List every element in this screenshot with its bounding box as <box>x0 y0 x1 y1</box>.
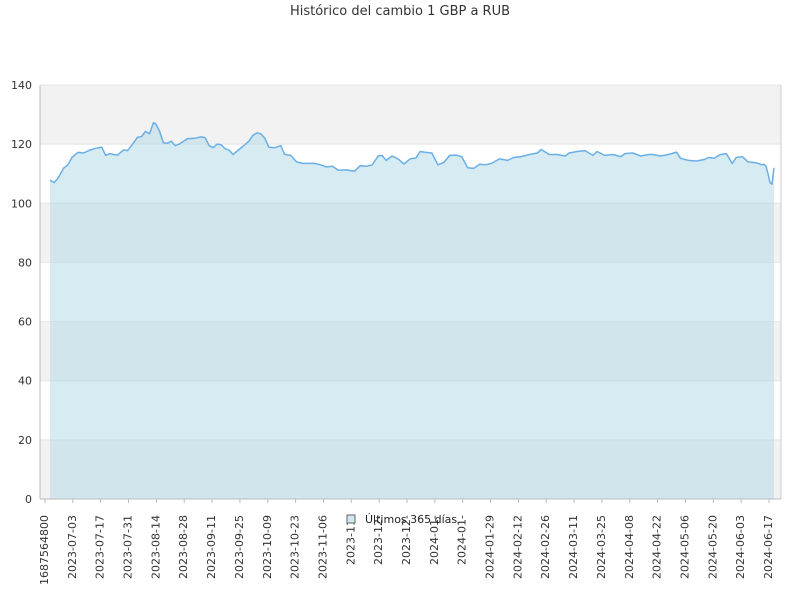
x-tick-label: 2023-07-17 <box>94 515 107 579</box>
legend[interactable]: Últimos 365 días <box>346 513 457 526</box>
y-tick-label: 80 <box>18 256 32 269</box>
series-area <box>50 122 774 500</box>
x-tick-label: 2023-11- <box>344 515 357 565</box>
x-tick-label: 1687564800 <box>38 515 51 585</box>
legend-swatch[interactable] <box>346 514 356 524</box>
x-tick-label: 2023-10-23 <box>289 515 302 579</box>
x-tick-label: 2024-06-17 <box>762 515 775 579</box>
y-tick-label: 140 <box>11 79 32 92</box>
x-tick-label: 2024-05-20 <box>706 515 719 579</box>
y-tick-label: 120 <box>11 138 32 151</box>
x-tick-label: 2023-11-06 <box>316 515 329 579</box>
x-tick-label: 2024-04-22 <box>651 515 664 579</box>
series-line <box>49 122 775 185</box>
x-axis-ticks: 1687564800 2023-07-03 2023-07-17 2023-07-31… <box>38 499 775 585</box>
x-tick-label: 2023-10-09 <box>261 515 274 579</box>
y-tick-label: 40 <box>18 375 32 388</box>
y-tick-label: 60 <box>18 316 32 329</box>
x-tick-label: 2023-12- <box>400 515 413 565</box>
x-tick-label: 2023-07-31 <box>122 515 135 579</box>
x-tick-label: 2024-01- <box>456 515 469 565</box>
y-tick-label: 0 <box>25 493 32 506</box>
x-tick-label: 2024-03-25 <box>595 515 608 579</box>
series-layer <box>49 122 775 500</box>
x-tick-label: 2023-07-03 <box>66 515 79 579</box>
y-tick-label: 20 <box>18 434 32 447</box>
x-tick-label: 2023-09-25 <box>233 515 246 579</box>
x-tick-label: 2024-03-11 <box>567 515 580 579</box>
x-tick-label: 2024-01-29 <box>484 515 497 579</box>
legend-label[interactable]: Últimos 365 días <box>365 513 457 526</box>
x-tick-label: 2024-02-12 <box>511 515 524 579</box>
y-tick-label: 100 <box>11 197 32 210</box>
x-tick-label: 2024-04-08 <box>623 515 636 579</box>
x-tick-label: 2024-02-26 <box>539 515 552 579</box>
x-tick-label: 2023-08-14 <box>149 515 162 579</box>
y-axis-ticks: 0 20 40 60 80 100 120 140 <box>11 79 32 506</box>
plot-band <box>40 85 781 145</box>
x-tick-label: 2024-01- <box>428 515 441 565</box>
x-tick-label: 2023-12- <box>372 515 385 565</box>
x-tick-label: 2024-05-06 <box>678 515 691 579</box>
x-tick-label: 2023-08-28 <box>177 515 190 579</box>
x-tick-label: 2023-09-11 <box>205 515 218 579</box>
x-tick-label: 2024-06-03 <box>734 515 747 579</box>
chart-title: Histórico del cambio 1 GBP a RUB <box>290 4 510 19</box>
